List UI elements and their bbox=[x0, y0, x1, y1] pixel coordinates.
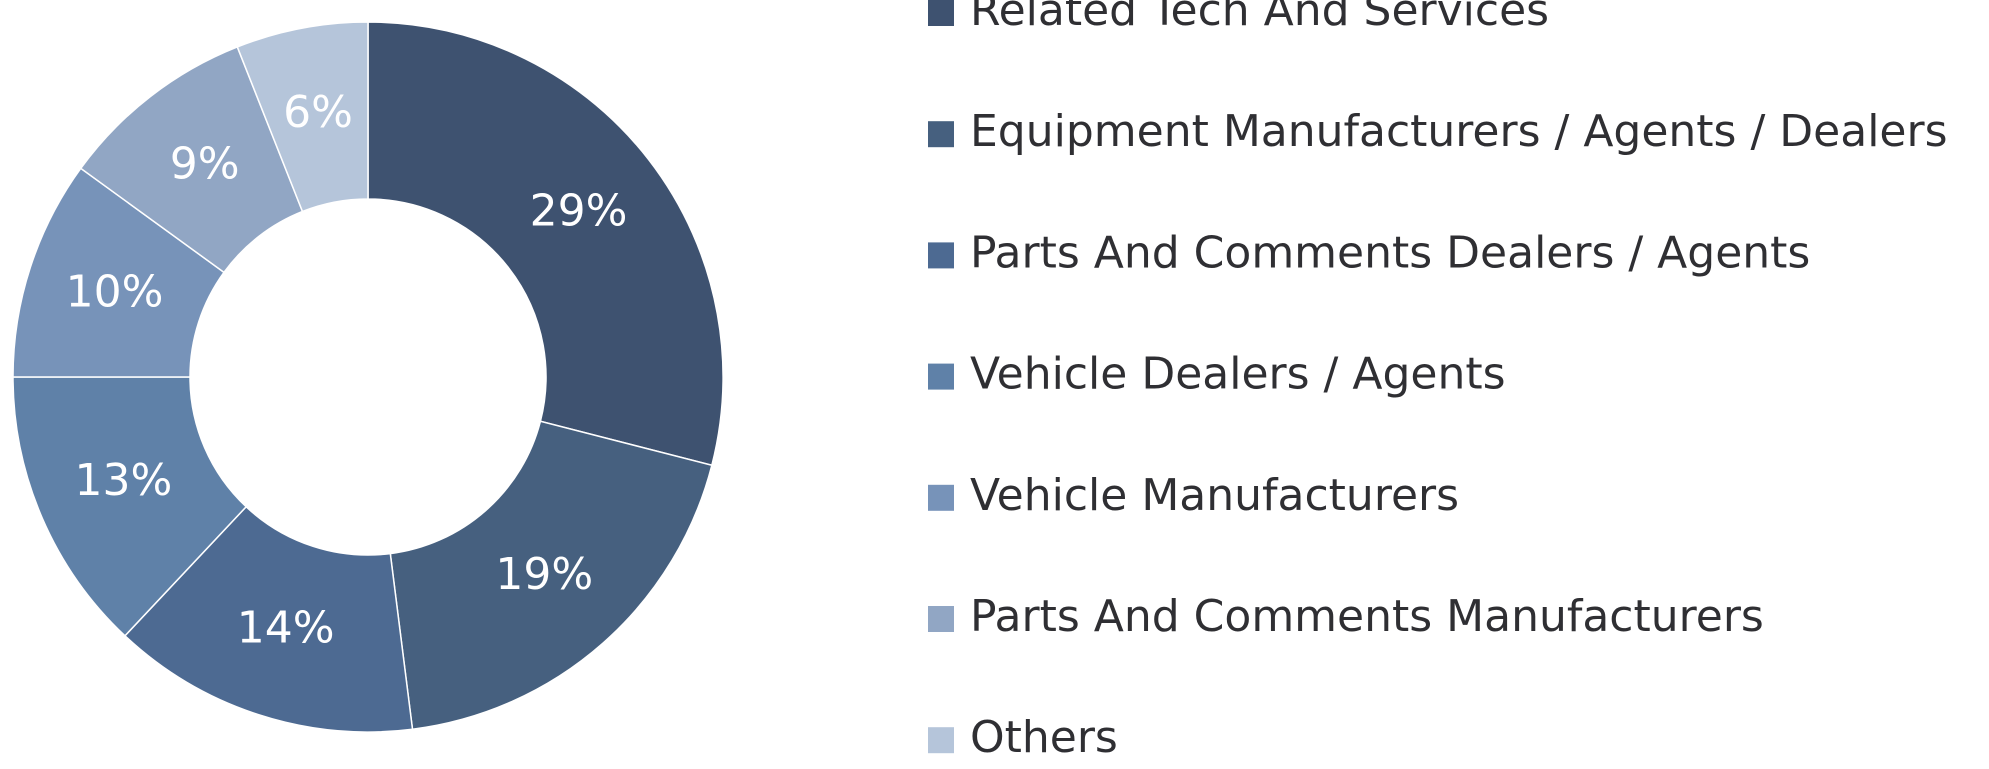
data-label: 6% bbox=[283, 87, 353, 138]
donut-slice bbox=[12, 376, 248, 637]
data-label: 14% bbox=[237, 602, 335, 653]
legend-swatch bbox=[928, 484, 954, 511]
legend-swatch bbox=[928, 727, 954, 754]
legend-swatch bbox=[928, 242, 954, 269]
legend-swatch bbox=[928, 363, 954, 390]
data-label: 13% bbox=[75, 455, 173, 506]
data-label: 10% bbox=[66, 267, 164, 318]
legend-label: Parts And Comments Dealers / Agents bbox=[970, 227, 1810, 278]
donut-slice bbox=[389, 420, 713, 731]
legend-label: Equipment Manufacturers / Agents / Deale… bbox=[970, 106, 1948, 157]
legend-label: Vehicle Dealers / Agents bbox=[970, 349, 1506, 400]
legend-label: Related Tech And Services bbox=[970, 0, 1549, 36]
legend-swatch bbox=[928, 606, 954, 632]
donut-slice bbox=[236, 21, 369, 213]
data-label: 29% bbox=[530, 186, 628, 237]
legend-swatch bbox=[928, 121, 954, 148]
donut-slice bbox=[123, 505, 414, 733]
legend-swatch bbox=[928, 0, 954, 26]
data-label: 9% bbox=[170, 138, 240, 189]
legend-label: Parts And Comments Manufacturers bbox=[970, 591, 1764, 642]
legend-label: Others bbox=[970, 712, 1118, 763]
data-label: 19% bbox=[495, 549, 593, 600]
donut-slice bbox=[367, 21, 724, 467]
legend-label: Vehicle Manufacturers bbox=[970, 470, 1459, 521]
